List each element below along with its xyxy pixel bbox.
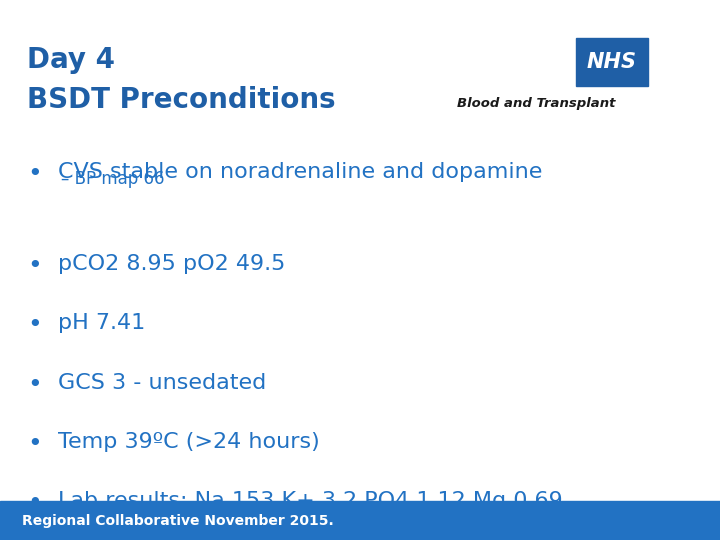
Text: •: • (27, 432, 42, 456)
Text: Blood and Transplant: Blood and Transplant (457, 97, 616, 110)
Bar (576, 38, 648, 86)
Text: •: • (27, 491, 42, 515)
Bar (0, 501, 720, 540)
Text: •: • (27, 373, 42, 396)
Text: CVS stable on noradrenaline and dopamine: CVS stable on noradrenaline and dopamine (58, 162, 542, 182)
Text: •: • (27, 162, 42, 186)
Text: NHS: NHS (587, 52, 637, 72)
Text: pH 7.41: pH 7.41 (58, 313, 145, 333)
Text: Temp 39ºC (>24 hours): Temp 39ºC (>24 hours) (58, 432, 320, 452)
Text: pCO2 8.95 pO2 49.5: pCO2 8.95 pO2 49.5 (58, 254, 285, 274)
Text: Day 4: Day 4 (27, 46, 115, 74)
Text: Regional Collaborative November 2015.: Regional Collaborative November 2015. (22, 514, 333, 528)
Text: Lab results: Na 153 K+ 3.2 PO4 1.12 Mg 0.69: Lab results: Na 153 K+ 3.2 PO4 1.12 Mg 0… (58, 491, 562, 511)
Text: •: • (27, 313, 42, 337)
Text: •: • (27, 254, 42, 278)
Text: GCS 3 - unsedated: GCS 3 - unsedated (58, 373, 266, 393)
Text: – BP map 66: – BP map 66 (61, 170, 165, 188)
Text: BSDT Preconditions: BSDT Preconditions (27, 86, 336, 114)
